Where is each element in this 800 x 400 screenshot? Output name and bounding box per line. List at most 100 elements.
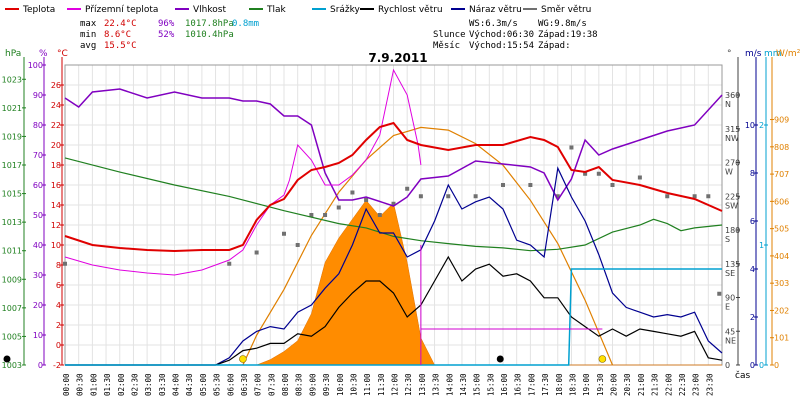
x-tick-label: 16:30 [514, 373, 523, 396]
stats-block: max 22.4°C 96% 1017.8hPa 0.8mm min 8.6°C… [80, 19, 259, 51]
wind-dir-point [555, 194, 560, 199]
info-sun-label: Slunce [433, 30, 466, 40]
wind-dir-point [63, 261, 67, 266]
hpa-unit: hPa [5, 49, 21, 59]
wind-dir-point [569, 145, 574, 150]
stat-max-hum: 96% [158, 19, 175, 29]
c-unit: °C [57, 49, 68, 59]
stat-min-hum: 52% [158, 30, 175, 40]
stat-min-temp: 8.6°C [104, 30, 131, 40]
tick-label: 303 [774, 279, 789, 288]
plot-area [3, 68, 723, 366]
x-tick-label: 10:30 [349, 373, 358, 396]
legend-label: Srážky [330, 5, 361, 15]
wind-dir-point [637, 175, 642, 180]
tick-label: 90 [725, 294, 735, 303]
x-tick-label: 14:30 [459, 373, 468, 396]
chart-title: 7.9.2011 [368, 51, 427, 65]
tick-label: 0 [774, 361, 779, 370]
tick-label: 360 [725, 91, 740, 100]
tick-label: 22 [51, 121, 61, 130]
wind-dir-point [254, 250, 259, 255]
wind-dir-point [717, 291, 722, 296]
x-tick-label: 04:00 [172, 373, 181, 396]
legend-label: Teplota [22, 5, 55, 15]
tick-label: 505 [774, 225, 789, 234]
x-tick-label: 01:00 [89, 373, 98, 396]
tick-label: 12 [51, 221, 61, 230]
x-tick-label: 12:00 [391, 373, 400, 396]
tick-label: 14 [51, 201, 61, 210]
wind-dir-point [418, 194, 423, 199]
x-axis: 00:00 00:30 01:00 01:30 02:00 02:30 03:00 03:30… [62, 373, 714, 396]
x-tick-label: 11:00 [363, 373, 372, 396]
series-pressure [64, 157, 723, 252]
wind-dir-point [350, 190, 355, 195]
stat-min-press: 1010.4hPa [185, 30, 234, 40]
tick-label: 1003 [2, 361, 22, 370]
tick-label: 101 [774, 334, 789, 343]
tick-label: 2 [759, 121, 764, 130]
wind-dir-point [282, 231, 286, 236]
tick-label: 404 [774, 252, 789, 261]
tick-label: 0 [56, 341, 61, 350]
tick-label: 909 [774, 116, 789, 125]
stat-max-label: max [80, 19, 97, 29]
tick-label: 10 [51, 241, 61, 250]
x-tick-label: 02:30 [130, 373, 139, 396]
wind-dir-point [364, 198, 369, 202]
legend-label: Tlak [266, 5, 287, 15]
x-tick-label: 19:30 [596, 373, 605, 396]
x-tick-label: 09:30 [322, 373, 331, 396]
wind-dir-point [665, 194, 670, 199]
tick-label: 0 [38, 361, 43, 370]
wind-dir-point [309, 213, 314, 217]
tick-label: 1007 [2, 304, 22, 313]
wm2-unit: W/m² [776, 49, 800, 59]
wind-dir-point [323, 213, 328, 217]
series-ground-temp [64, 68, 422, 276]
info-sun-rise: Východ:06:30 [469, 30, 534, 40]
tick-label: 135 [725, 260, 740, 269]
tick-label: W [725, 168, 733, 177]
wind-dir-point [501, 183, 505, 187]
tick-label: 18 [51, 161, 61, 170]
tick-label: 2 [56, 321, 61, 330]
tick-label: 1023 [2, 75, 22, 84]
legend-label: Přízemní teplota [85, 5, 158, 15]
tick-label: 8 [56, 261, 61, 270]
tick-label: 1021 [2, 104, 22, 113]
tick-label: 24 [51, 101, 61, 110]
tick-label: 315 [725, 125, 740, 134]
x-tick-label: 05:00 [199, 373, 208, 396]
x-tick-label: 00:30 [76, 373, 85, 396]
tick-label: 0 [750, 361, 755, 370]
x-tick-label: 17:30 [541, 373, 550, 396]
wind-dir-point [473, 194, 478, 199]
stat-max-rain: 0.8mm [232, 19, 259, 29]
x-tick-label: 08:00 [281, 373, 290, 396]
moon-icon [3, 355, 11, 363]
x-tick-label: 01:30 [103, 373, 112, 396]
x-tick-label: 06:00 [226, 373, 235, 396]
wind-dir-point [295, 243, 300, 247]
x-tick-label: 23:00 [692, 373, 701, 396]
x-tick-label: 07:30 [267, 373, 276, 396]
series-wind-gust [65, 166, 723, 366]
wind-dir-point [528, 183, 533, 187]
tick-label: 4 [56, 301, 61, 310]
x-tick-label: 09:00 [308, 373, 317, 396]
x-tick-label: 18:30 [568, 373, 577, 396]
x-tick-label: 06:30 [240, 373, 249, 396]
wind-dir-point [405, 186, 410, 191]
legend-label: Náraz větru [469, 5, 522, 15]
x-tick-label: 03:30 [158, 373, 167, 396]
tick-label: 70 [33, 151, 43, 160]
x-tick-label: 22:00 [664, 373, 673, 396]
tick-label: 90 [33, 91, 43, 100]
wind-dir-point [706, 194, 711, 199]
wind-dir-point [583, 171, 588, 176]
mm-unit: mm [764, 49, 782, 59]
info-wg: WG:9.8m/s [538, 19, 587, 29]
stat-max-press: 1017.8hPa [185, 19, 234, 29]
